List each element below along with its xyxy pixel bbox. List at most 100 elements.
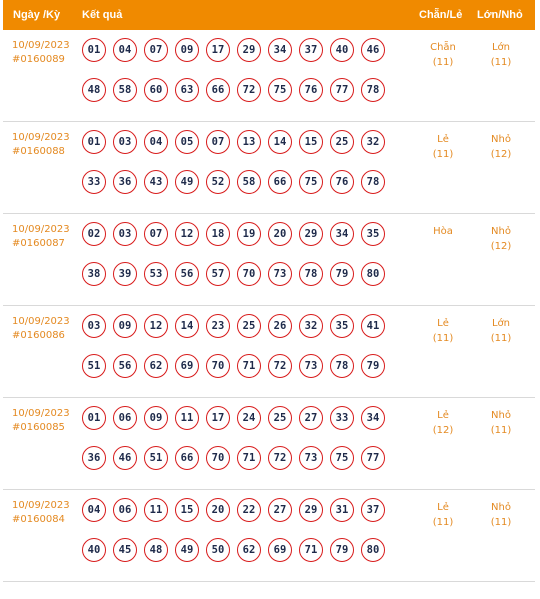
result-numbers: 01 04 07 09 17 29 34 37 40 46 48 58 60 63 66 72 75 76 77 78 [82, 38, 392, 118]
result-line: 01 04 07 09 17 29 34 37 40 46 [82, 38, 392, 78]
result-numbers: 01 06 09 11 17 24 25 27 33 34 36 46 51 66 70 71 72 73 75 77 [82, 406, 392, 486]
number-ball: 75 [330, 446, 354, 470]
number-ball: 27 [299, 406, 323, 430]
even-odd-count: (12) [432, 425, 454, 436]
number-ball: 37 [299, 38, 323, 62]
draw-date: 10/09/2023 [12, 40, 70, 51]
number-ball: 71 [237, 354, 261, 378]
draw-date: 10/09/2023 [12, 500, 70, 511]
number-ball: 34 [268, 38, 292, 62]
number-ball: 72 [237, 78, 261, 102]
big-small-value: Lớn [491, 318, 511, 329]
draw-date: 10/09/2023 [12, 132, 70, 143]
big-small-value: Nhỏ [491, 502, 511, 513]
result-line: 33 36 43 49 52 58 66 75 76 78 [82, 170, 392, 210]
draw-code: #0160085 [12, 422, 65, 433]
number-ball: 01 [82, 38, 106, 62]
result-line: 36 46 51 66 70 71 72 73 75 77 [82, 446, 392, 486]
result-line: 01 06 09 11 17 24 25 27 33 34 [82, 406, 392, 446]
even-odd-stat: Lẻ (11) [413, 132, 473, 162]
header-result: Kết quả [82, 9, 123, 21]
number-ball: 06 [113, 406, 137, 430]
number-ball: 72 [268, 446, 292, 470]
number-ball: 40 [330, 38, 354, 62]
header-big-small: Lớn/Nhỏ [477, 9, 523, 21]
result-line: 48 58 60 63 66 72 75 76 77 78 [82, 78, 392, 118]
number-ball: 15 [299, 130, 323, 154]
number-ball: 79 [330, 262, 354, 286]
number-ball: 03 [113, 130, 137, 154]
even-odd-stat: Lẻ (11) [413, 500, 473, 530]
result-line: 02 03 07 12 18 19 20 29 34 35 [82, 222, 392, 262]
number-ball: 70 [206, 354, 230, 378]
number-ball: 17 [206, 38, 230, 62]
draw-date: 10/09/2023 [12, 408, 70, 419]
even-odd-stat: Lẻ (12) [413, 408, 473, 438]
even-odd-count: (11) [432, 149, 454, 160]
big-small-stat: Nhỏ (11) [471, 500, 531, 530]
table-header: Ngày /Kỳ Kết quả Chẵn/Lẻ Lớn/Nhỏ [3, 0, 535, 30]
number-ball: 73 [268, 262, 292, 286]
number-ball: 32 [299, 314, 323, 338]
number-ball: 71 [299, 538, 323, 562]
number-ball: 70 [237, 262, 261, 286]
table-row: 10/09/2023 #0160085 01 06 09 11 17 24 25 27 33 34 36… [3, 398, 535, 490]
draw-date: 10/09/2023 [12, 224, 70, 235]
number-ball: 11 [144, 498, 168, 522]
number-ball: 23 [206, 314, 230, 338]
number-ball: 51 [82, 354, 106, 378]
number-ball: 63 [175, 78, 199, 102]
number-ball: 70 [206, 446, 230, 470]
even-odd-value: Lẻ [437, 502, 449, 513]
table-row: 10/09/2023 #0160088 01 03 04 05 07 13 14 15 25 32 33… [3, 122, 535, 214]
number-ball: 48 [144, 538, 168, 562]
number-ball: 66 [206, 78, 230, 102]
number-ball: 19 [237, 222, 261, 246]
number-ball: 29 [237, 38, 261, 62]
number-ball: 33 [330, 406, 354, 430]
table-body: 10/09/2023 #0160089 01 04 07 09 17 29 34 37 40 46 48… [3, 30, 535, 582]
number-ball: 20 [268, 222, 292, 246]
number-ball: 14 [268, 130, 292, 154]
number-ball: 79 [330, 538, 354, 562]
big-small-count: (11) [490, 57, 512, 68]
number-ball: 25 [237, 314, 261, 338]
number-ball: 34 [361, 406, 385, 430]
number-ball: 78 [330, 354, 354, 378]
result-line: 01 03 04 05 07 13 14 15 25 32 [82, 130, 392, 170]
even-odd-value: Lẻ [437, 318, 449, 329]
draw-code: #0160086 [12, 330, 65, 341]
number-ball: 40 [82, 538, 106, 562]
table-row: 10/09/2023 #0160084 04 06 11 15 20 22 27 29 31 37 40… [3, 490, 535, 582]
big-small-value: Nhỏ [491, 226, 511, 237]
number-ball: 43 [144, 170, 168, 194]
number-ball: 49 [175, 170, 199, 194]
result-numbers: 03 09 12 14 23 25 26 32 35 41 51 56 62 69 70 71 72 73 78 79 [82, 314, 392, 394]
number-ball: 07 [206, 130, 230, 154]
number-ball: 38 [82, 262, 106, 286]
number-ball: 36 [82, 446, 106, 470]
number-ball: 50 [206, 538, 230, 562]
number-ball: 11 [175, 406, 199, 430]
number-ball: 62 [237, 538, 261, 562]
number-ball: 66 [175, 446, 199, 470]
number-ball: 32 [361, 130, 385, 154]
big-small-value: Nhỏ [491, 134, 511, 145]
number-ball: 75 [299, 170, 323, 194]
number-ball: 46 [361, 38, 385, 62]
number-ball: 48 [82, 78, 106, 102]
number-ball: 01 [82, 406, 106, 430]
number-ball: 76 [299, 78, 323, 102]
number-ball: 49 [175, 538, 199, 562]
number-ball: 56 [175, 262, 199, 286]
number-ball: 03 [113, 222, 137, 246]
number-ball: 69 [175, 354, 199, 378]
number-ball: 77 [361, 446, 385, 470]
big-small-stat: Nhỏ (11) [471, 408, 531, 438]
number-ball: 80 [361, 262, 385, 286]
result-line: 51 56 62 69 70 71 72 73 78 79 [82, 354, 392, 394]
even-odd-value: Lẻ [437, 410, 449, 421]
number-ball: 20 [206, 498, 230, 522]
number-ball: 29 [299, 498, 323, 522]
number-ball: 09 [113, 314, 137, 338]
